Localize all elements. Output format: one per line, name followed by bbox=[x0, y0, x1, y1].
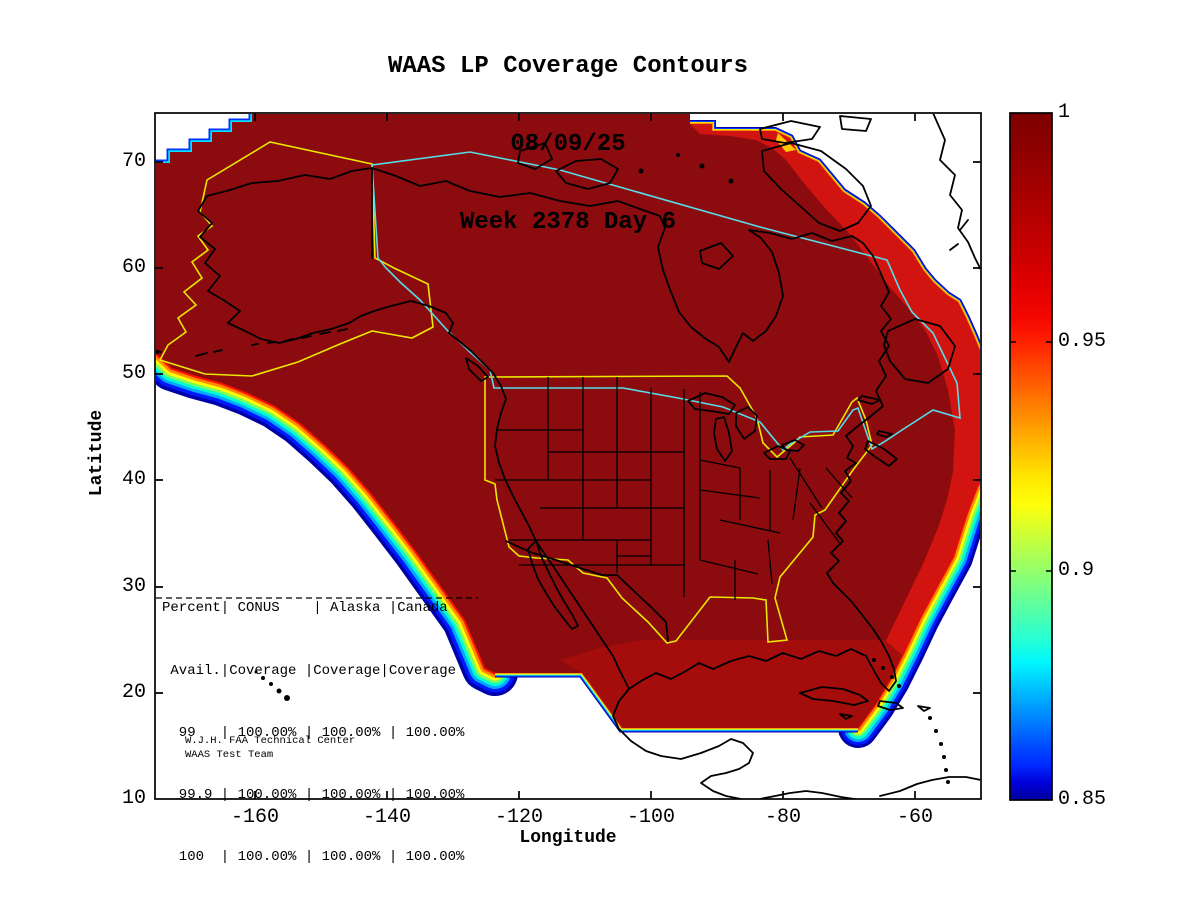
x-tick-label: -160 bbox=[230, 806, 279, 829]
colorbar bbox=[1009, 112, 1053, 801]
lesser-antilles bbox=[928, 716, 932, 720]
anticosti-island bbox=[857, 395, 881, 405]
us-mexico-border bbox=[505, 540, 669, 642]
jamaica bbox=[839, 713, 853, 720]
y-tick-label: 40 bbox=[121, 468, 146, 491]
y-axis-label: Latitude bbox=[87, 409, 107, 497]
colorbar-tick-label: 0.9 bbox=[1058, 559, 1095, 582]
us-state-borders bbox=[495, 377, 853, 600]
coverage-table-row: 99 | 100.00% | 100.00% | 100.00% bbox=[162, 724, 465, 741]
lake-superior bbox=[687, 392, 736, 415]
y-tick-label: 20 bbox=[121, 681, 146, 704]
lake-huron bbox=[735, 406, 758, 440]
colorbar-gradient bbox=[1009, 112, 1053, 801]
south-america-coast bbox=[759, 776, 980, 799]
x-tick-label: -120 bbox=[494, 806, 543, 829]
x-tick-label: -100 bbox=[626, 806, 675, 829]
ellesmere-island bbox=[839, 115, 872, 132]
title-line-2: 08/09/25 bbox=[510, 131, 626, 158]
x-axis-ticks bbox=[254, 113, 916, 799]
y-tick-label: 60 bbox=[121, 256, 146, 279]
title-line-1: WAAS LP Coverage Contours bbox=[387, 53, 749, 80]
coverage-table-header-row: Avail.|Coverage |Coverage|Coverage bbox=[162, 662, 457, 679]
x-tick-label: -60 bbox=[896, 806, 933, 829]
baffin-island bbox=[761, 142, 872, 232]
colorbar-tick-label: 1 bbox=[1058, 101, 1071, 124]
puerto-rico bbox=[917, 705, 931, 712]
cuba bbox=[799, 686, 869, 706]
lake-erie bbox=[763, 445, 791, 460]
plot-frame bbox=[154, 112, 982, 800]
figure-title: WAAS LP Coverage Contours 08/09/25 Week … bbox=[155, 2, 981, 262]
alaska-boundary bbox=[158, 141, 434, 377]
hispaniola bbox=[877, 700, 904, 711]
prince-edward-island bbox=[876, 430, 893, 438]
y-axis-ticks bbox=[155, 161, 981, 694]
attu-island bbox=[156, 350, 159, 354]
y-tick-label: 70 bbox=[121, 150, 146, 173]
credit-line-1: W.J.H. FAA Technical Center bbox=[185, 735, 356, 747]
nova-scotia bbox=[864, 440, 898, 467]
mainland-north-east-coast bbox=[206, 167, 897, 799]
greenland-coast bbox=[932, 114, 980, 271]
y-tick-label: 10 bbox=[121, 787, 146, 810]
title-line-3: Week 2378 Day 6 bbox=[459, 209, 677, 236]
x-tick-label: -80 bbox=[764, 806, 801, 829]
colorbar-ticks bbox=[1010, 341, 1052, 572]
coverage-table-header-row: Percent| CONUS | Alaska |Canada bbox=[162, 600, 448, 617]
coverage-table-row: 99.9 | 100.00% | 100.00% | 100.00% bbox=[162, 786, 465, 803]
y-tick-label: 50 bbox=[121, 362, 146, 385]
bahamas bbox=[872, 658, 876, 662]
coastlines bbox=[156, 114, 980, 799]
x-tick-label: -140 bbox=[362, 806, 411, 829]
coverage-region bbox=[156, 114, 980, 728]
x-axis-label: Longitude bbox=[519, 828, 617, 848]
small-islands bbox=[156, 153, 950, 784]
victoria-island bbox=[555, 158, 619, 190]
southampton-island bbox=[699, 242, 734, 270]
coverage-table-row: 100 | 100.00% | 100.00% | 100.00% bbox=[162, 848, 465, 865]
credit-line-2: WAAS Test Team bbox=[185, 749, 274, 761]
aleutian-islands bbox=[156, 328, 348, 357]
coverage-map bbox=[156, 114, 980, 799]
newfoundland bbox=[883, 318, 956, 384]
colorbar-tick-label: 0.95 bbox=[1058, 330, 1107, 353]
coverage-table: Percent| CONUS | Alaska |Canada Avail.|C… bbox=[162, 557, 464, 888]
hawaii-islands bbox=[254, 670, 258, 674]
devon-island bbox=[759, 120, 821, 144]
high-availability-red-band bbox=[690, 124, 980, 728]
y-tick-label: 30 bbox=[121, 575, 146, 598]
vancouver-island bbox=[465, 357, 489, 382]
banks-island bbox=[517, 142, 553, 170]
colorbar-tick-label: 0.85 bbox=[1058, 788, 1107, 811]
baja-peninsula bbox=[527, 540, 579, 630]
lake-ontario bbox=[781, 439, 805, 452]
mainland-pacific-coast bbox=[197, 195, 630, 690]
lake-michigan bbox=[713, 416, 733, 462]
bottom-red-band bbox=[560, 640, 902, 728]
